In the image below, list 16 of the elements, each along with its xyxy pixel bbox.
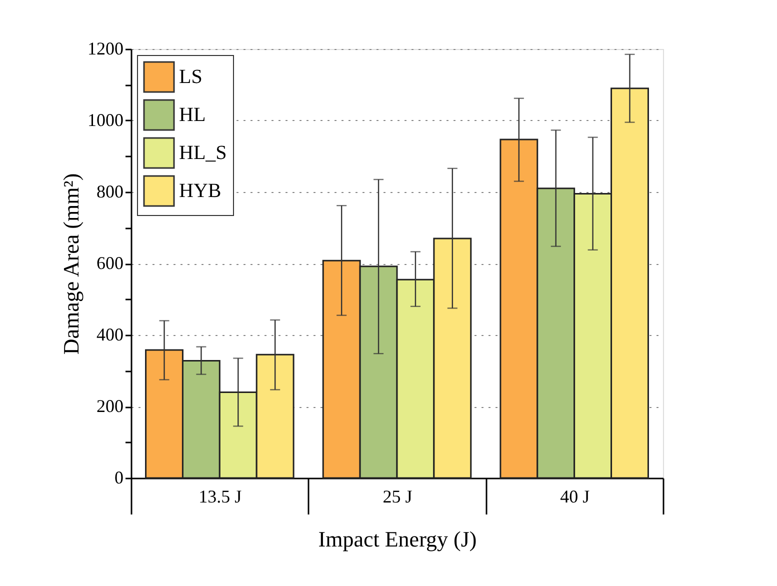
x-axis-title: Impact Energy (J): [318, 526, 477, 552]
y-tick-label: 600: [96, 253, 124, 273]
x-tick-label: 25 J: [382, 486, 412, 506]
y-tick-label: 0: [114, 468, 124, 488]
y-tick-label: 800: [96, 182, 124, 202]
legend-label: HL_S: [179, 142, 227, 164]
y-axis-title: Damage Area (mm²): [58, 173, 84, 355]
legend-label: HL: [179, 104, 206, 126]
legend-label: LS: [179, 66, 202, 88]
legend-label: HYB: [179, 180, 222, 202]
y-tick-label: 200: [96, 396, 124, 416]
x-tick-label: 13.5 J: [198, 486, 242, 506]
y-tick-label: 1200: [88, 38, 124, 58]
x-tick-label: 40 J: [560, 486, 590, 506]
y-tick-label: 1000: [88, 110, 124, 130]
y-tick-label: 400: [96, 324, 124, 344]
